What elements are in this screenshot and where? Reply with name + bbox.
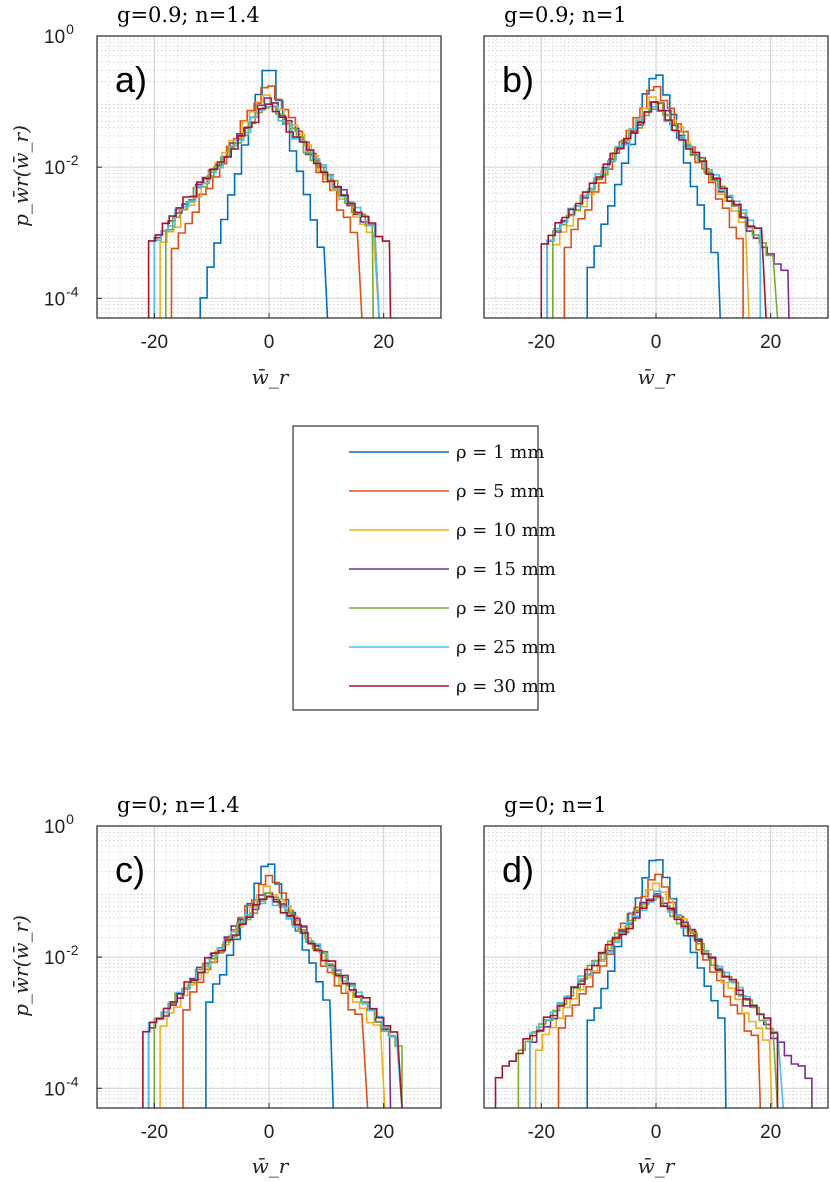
series-line-1mm <box>586 859 727 1109</box>
series-line-25mm <box>546 106 762 318</box>
series-line-15mm <box>546 101 790 319</box>
series-line-30mm <box>147 103 392 319</box>
panel-b-letter: b) <box>502 59 534 100</box>
legend-label: ρ = 1 mm <box>456 442 544 463</box>
y-tick-exponent: 0 <box>66 21 74 37</box>
panel-c-title: g=0; n=1.4 <box>117 793 240 817</box>
panel-b-xlabel: w̄_r <box>638 365 676 389</box>
panel-d-title: g=0; n=1 <box>504 793 607 817</box>
panel-a-title: g=0.9; n=1.4 <box>117 3 260 27</box>
y-tick-exponent: -4 <box>66 283 79 299</box>
x-tick-label: -20 <box>141 1122 168 1143</box>
legend-label: ρ = 10 mm <box>456 520 556 541</box>
panel-a-xlabel: w̄_r <box>252 365 290 389</box>
x-tick-label: 20 <box>760 1122 781 1143</box>
x-tick-label: 0 <box>264 332 275 353</box>
x-tick-label: -20 <box>528 1122 555 1143</box>
y-tick-exponent: -2 <box>66 152 79 168</box>
legend: ρ = 1 mm ρ = 5 mm ρ = 10 mm ρ = 15 mm ρ = 20… <box>292 425 556 711</box>
panel-b-title: g=0.9; n=1 <box>504 3 627 27</box>
x-tick-label: 20 <box>373 332 394 353</box>
series-line-30mm <box>142 895 403 1109</box>
legend-box <box>292 425 539 711</box>
y-tick-exponent: -2 <box>66 942 79 958</box>
series-line-25mm <box>147 895 403 1109</box>
panel-d: -20 0 20 <box>483 825 829 1143</box>
legend-label: ρ = 30 mm <box>456 676 556 697</box>
x-tick-label: 20 <box>373 1122 394 1143</box>
x-tick-label: 0 <box>264 1122 275 1143</box>
x-tick-label: -20 <box>141 332 168 353</box>
series-line-1mm <box>199 69 329 319</box>
panel-c-letter: c) <box>115 849 145 890</box>
series-line-5mm <box>557 873 762 1109</box>
series-line-10mm <box>534 882 773 1109</box>
series-line-1mm <box>586 74 721 319</box>
panel-c-ylabel: p_w̄r(w̄_r) <box>9 915 33 1017</box>
panel-d-xlabel: w̄_r <box>638 1154 676 1178</box>
legend-label: ρ = 20 mm <box>456 598 556 619</box>
panel-c-xlabel: w̄_r <box>252 1154 290 1178</box>
x-tick-label: -20 <box>528 332 555 353</box>
x-tick-label: 20 <box>760 332 781 353</box>
panel-b: -20 0 20 <box>483 35 829 353</box>
series-line-30mm <box>494 895 779 1108</box>
x-tick-label: 0 <box>651 332 662 353</box>
x-tick-label: 0 <box>651 1122 662 1143</box>
legend-label: ρ = 15 mm <box>456 559 556 580</box>
panel-d-letter: d) <box>502 849 534 890</box>
legend-label: ρ = 5 mm <box>456 481 544 502</box>
series-line-1mm <box>205 863 334 1109</box>
legend-label: ρ = 25 mm <box>456 637 556 658</box>
y-tick-exponent: 0 <box>66 811 74 827</box>
series-line-30mm <box>540 101 767 319</box>
panel-a-ylabel: p_w̄r(w̄_r) <box>9 125 33 227</box>
y-tick-exponent: -4 <box>66 1073 79 1089</box>
panel-a-letter: a) <box>115 59 147 100</box>
